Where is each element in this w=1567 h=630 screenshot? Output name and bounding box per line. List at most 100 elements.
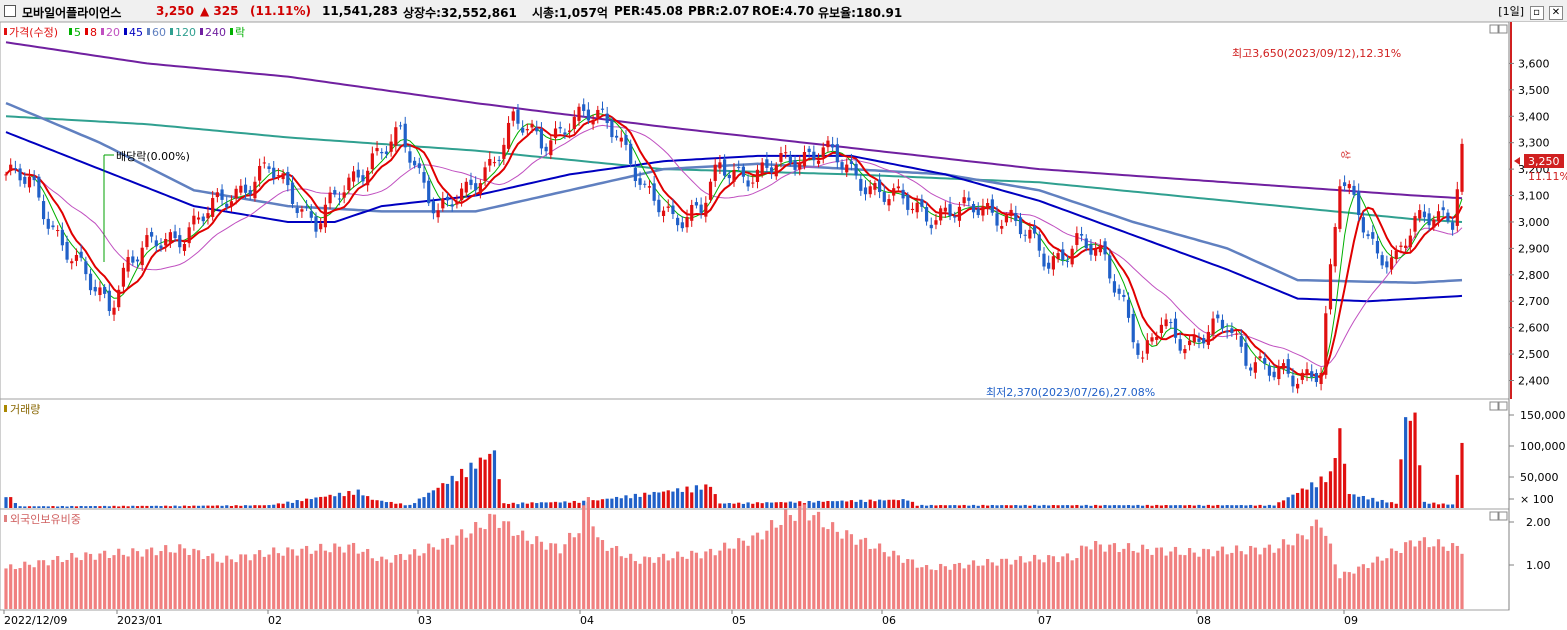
volume-bar — [1460, 442, 1464, 508]
foreign-bar — [652, 562, 656, 609]
foreign-bar — [967, 564, 971, 609]
foreign-bar — [1286, 544, 1290, 609]
candle-body — [342, 192, 346, 198]
volume-bar — [422, 497, 426, 508]
volume-bar — [1404, 417, 1408, 508]
select-checkbox[interactable] — [4, 5, 16, 17]
volume-bar — [192, 505, 196, 508]
candle-body — [1286, 359, 1290, 374]
price-tick-label: 3,500 — [1518, 84, 1550, 97]
candle-body — [173, 231, 177, 239]
volume-bar — [403, 505, 407, 508]
candle-body — [906, 194, 910, 210]
volume-bar — [300, 501, 304, 508]
volume-bar — [328, 494, 332, 508]
foreign-bar — [906, 559, 910, 609]
candle-body — [1065, 260, 1070, 262]
candle-body — [878, 179, 882, 193]
foreign-bar — [788, 515, 792, 609]
minimize-icon[interactable]: ▫ — [1529, 6, 1544, 20]
volume-bar — [234, 505, 238, 508]
foreign-bar — [1145, 549, 1149, 609]
foreign-bar — [464, 537, 468, 609]
panel-buttons[interactable] — [1489, 24, 1508, 521]
volume-bar — [1164, 505, 1168, 508]
foreign-bar — [751, 535, 755, 609]
volume-bar — [981, 504, 985, 508]
volume-bar — [779, 502, 783, 508]
volume-bar — [70, 505, 74, 508]
candle-body — [1122, 294, 1126, 297]
close-icon[interactable]: ✕ — [1549, 6, 1563, 20]
candle-body — [1427, 213, 1431, 226]
legend-item: 가격(수정) — [9, 26, 58, 39]
foreign-bar — [920, 567, 924, 609]
candle-body — [253, 181, 257, 199]
candle-body — [389, 141, 393, 152]
volume-bar — [1169, 505, 1173, 508]
candle-body — [243, 184, 248, 193]
foreign-bar — [981, 565, 985, 609]
foreign-bar — [1103, 551, 1107, 609]
volume-bar — [1150, 505, 1154, 508]
foreign-bar — [98, 553, 102, 609]
volume-bar — [854, 501, 858, 508]
foreign-bar — [1281, 539, 1286, 609]
candle-body — [1380, 255, 1384, 266]
volume-bar — [741, 503, 745, 508]
foreign-bar — [1385, 558, 1389, 609]
volume-bar — [117, 506, 121, 508]
candle-body — [13, 168, 17, 170]
panel-close-icon[interactable] — [1498, 24, 1508, 34]
candle-body — [417, 163, 421, 169]
foreign-bar — [65, 559, 69, 609]
foreign-bar — [1126, 543, 1131, 609]
volume-legend: 거래량 — [10, 403, 40, 416]
period-selector[interactable]: [1일] — [1498, 5, 1524, 18]
foreign-bar — [455, 535, 459, 609]
volume-bar — [605, 498, 609, 508]
foreign-bar — [314, 550, 318, 609]
candle-body — [1141, 357, 1145, 359]
foreign-close-icon[interactable] — [1498, 511, 1508, 521]
volume-bar — [1263, 505, 1267, 508]
candle-body — [328, 192, 332, 204]
foreign-bar — [1408, 540, 1412, 609]
foreign-bar — [267, 554, 271, 609]
foreign-bar — [126, 556, 130, 609]
candle-body — [1296, 383, 1300, 389]
volume-minimize-icon[interactable] — [1489, 401, 1499, 411]
candle-body — [563, 132, 567, 135]
candle-body — [511, 111, 515, 121]
candle-body — [380, 151, 384, 154]
current-price-label: 3,250 — [1528, 155, 1560, 168]
foreign-bar — [140, 556, 144, 609]
candle-body — [361, 175, 365, 182]
candle-body — [1202, 337, 1206, 344]
foreign-bar — [74, 557, 79, 609]
candle-body — [525, 129, 529, 131]
foreign-bar — [37, 560, 41, 609]
volume-bar — [1286, 497, 1290, 508]
volume-close-icon[interactable] — [1498, 401, 1508, 411]
stock-name[interactable]: 모바일어플라이언스 — [22, 6, 122, 20]
foreign-bar — [253, 554, 257, 609]
candle-body — [1244, 342, 1248, 366]
volume-bar — [863, 501, 868, 508]
stock-chart[interactable]: 가격(수정) 5 8 20 45 60 120 240 락 거래량 외국인보유비중 3,600 3… — [0, 22, 1567, 630]
candle-body — [1328, 264, 1333, 310]
candle-body — [1272, 371, 1276, 378]
foreign-bar — [366, 548, 370, 609]
foreign-bar — [1112, 543, 1117, 609]
candle-body — [1446, 212, 1450, 221]
volume-bar — [441, 483, 445, 508]
candle-body — [1042, 253, 1046, 267]
candle-body — [680, 222, 684, 229]
candle-body — [1051, 256, 1055, 270]
volume-bar — [225, 505, 229, 508]
foreign-minimize-icon[interactable] — [1489, 511, 1499, 521]
panel-minimize-icon[interactable] — [1489, 24, 1499, 34]
foreign-bar — [450, 544, 454, 609]
price-tick-label: 2,800 — [1518, 269, 1550, 282]
volume-bar — [577, 502, 581, 508]
